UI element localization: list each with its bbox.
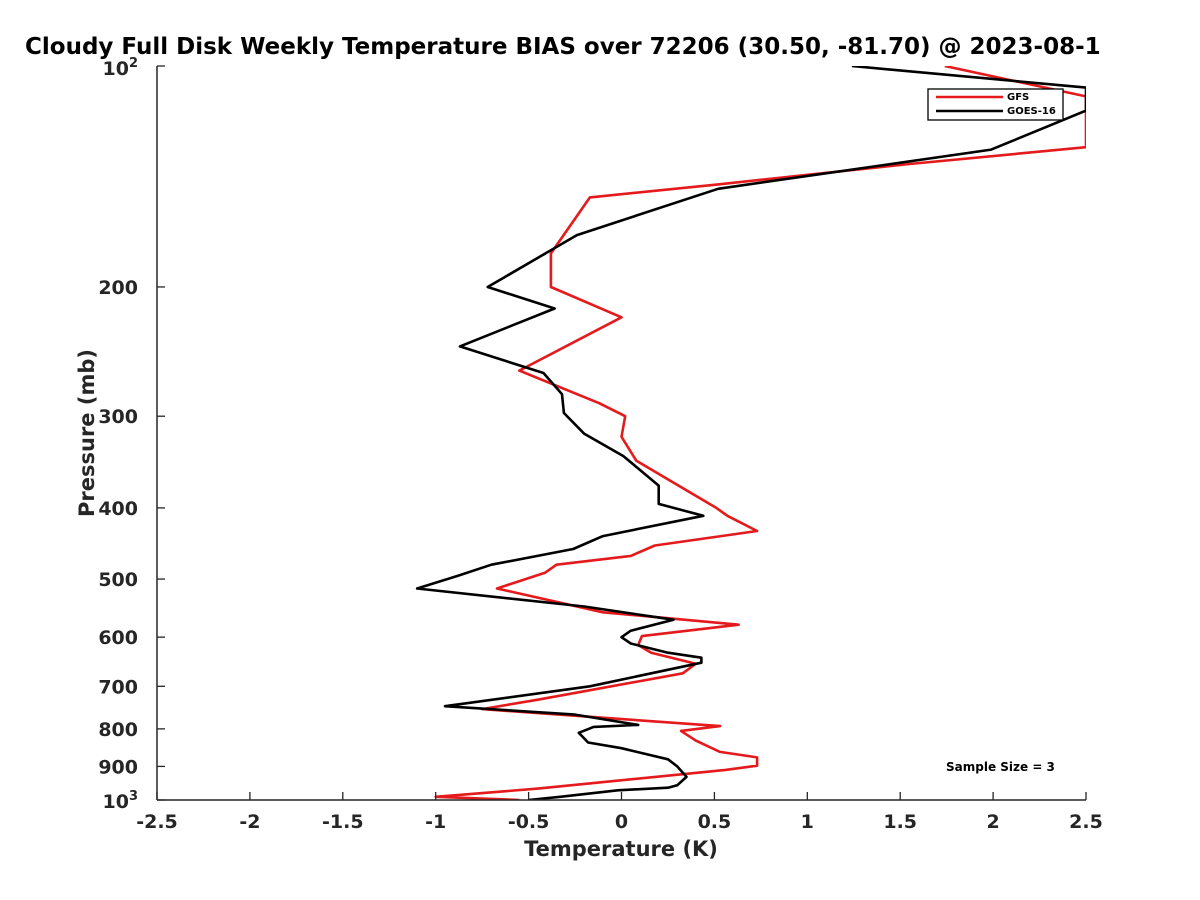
y-tick-label-bottom: 103 [103,789,139,813]
x-tick-label: -2 [239,811,260,833]
chart-title: Cloudy Full Disk Weekly Temperature BIAS… [25,34,1101,60]
y-tick-label: 900 [98,756,138,778]
series-layer [415,66,1086,800]
series-line-goes16 [415,66,1086,800]
y-tick-label: 600 [98,627,138,649]
y-tick-label: 800 [98,719,138,741]
y-axis-label: Pressure (mb) [75,349,99,517]
x-tick-label: 1 [801,811,814,833]
x-axis-label: Temperature (K) [524,837,718,861]
legend-label-gfs: GFS [1007,92,1029,103]
y-tick-label: 400 [98,498,138,520]
legend: GFS GOES-16 [927,88,1064,121]
x-tick-label: 0.5 [698,811,732,833]
x-tick-label: -1.5 [322,811,364,833]
y-tick-group: 200 300 400 500 600 700 800 900 [98,65,165,801]
x-tick-label: -1 [425,811,446,833]
x-tick-group: -2.5 -2 -1.5 -1 -0.5 0 0.5 1 1.5 2 2.5 [136,792,1103,833]
y-tick-label: 500 [98,569,138,591]
x-tick-label: -0.5 [508,811,550,833]
x-tick-label: 2.5 [1069,811,1103,833]
sample-size-annotation: Sample Size = 3 [946,760,1055,774]
y-tick-label: 700 [98,676,138,698]
y-tick-label: 200 [98,277,138,299]
series-line-gfs [434,66,1086,800]
x-tick-label: -2.5 [136,811,178,833]
y-tick-label-top: 102 [103,56,139,80]
legend-box [927,88,1064,121]
x-tick-label: 0 [615,811,628,833]
x-tick-label: 1.5 [883,811,917,833]
legend-label-goes16: GOES-16 [1007,106,1056,117]
y-tick-label: 300 [98,406,138,428]
x-tick-label: 2 [986,811,999,833]
